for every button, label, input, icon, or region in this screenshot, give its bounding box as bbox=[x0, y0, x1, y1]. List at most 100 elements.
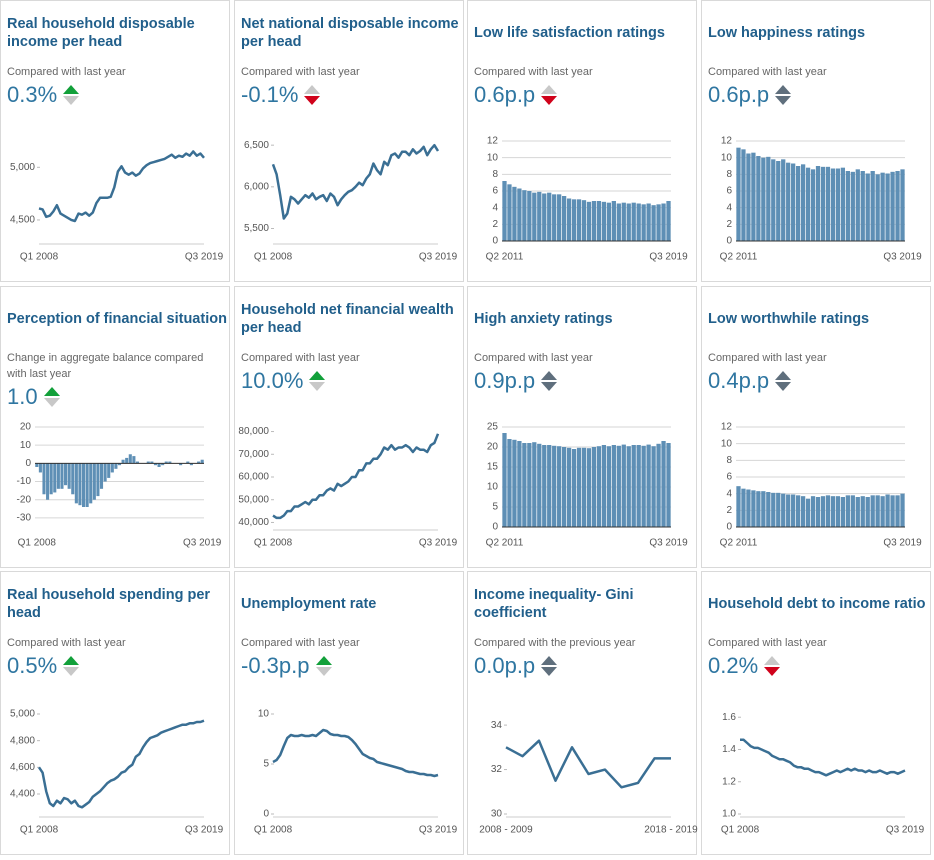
bar bbox=[35, 463, 39, 467]
bar bbox=[776, 161, 781, 241]
change-arrows bbox=[541, 85, 558, 105]
chart: 30 32 34 2008 - 2009 2018 - 2019 bbox=[479, 720, 698, 836]
card-subtitle: Compared with last year bbox=[708, 66, 827, 78]
bar bbox=[591, 201, 597, 241]
bar bbox=[146, 461, 150, 464]
bar bbox=[656, 443, 661, 527]
x-tick-label: Q3 2019 bbox=[419, 825, 458, 836]
line bbox=[505, 739, 671, 789]
y-tick-label: 4,600 bbox=[10, 762, 35, 773]
bar bbox=[661, 203, 666, 241]
y-tick-label: 0 bbox=[25, 458, 31, 469]
bar bbox=[89, 463, 93, 504]
y-tick-label: 10 bbox=[721, 438, 733, 449]
arrow-down bbox=[764, 667, 781, 676]
bar bbox=[502, 181, 507, 241]
card-title: Net national disposable income per head bbox=[241, 16, 459, 50]
card-subtitle: Compared with last year bbox=[241, 66, 360, 78]
bar bbox=[890, 171, 895, 241]
bar bbox=[900, 169, 905, 241]
bar bbox=[547, 192, 552, 241]
bar bbox=[855, 169, 860, 241]
bar bbox=[507, 439, 512, 527]
bar bbox=[161, 463, 165, 466]
y-tick-label: 5,000 bbox=[10, 162, 35, 173]
bar bbox=[64, 463, 68, 486]
indicator-card: Low life satisfaction ratings Compared wi… bbox=[467, 0, 697, 282]
arrow-up bbox=[541, 85, 558, 94]
x-tick-label: Q1 2008 bbox=[18, 538, 57, 549]
x-tick-label: Q3 2019 bbox=[649, 252, 688, 263]
bar bbox=[566, 198, 572, 241]
bar bbox=[895, 495, 900, 527]
bar bbox=[626, 203, 631, 241]
change-arrows bbox=[764, 656, 781, 676]
change-arrows bbox=[304, 85, 321, 105]
bar bbox=[601, 445, 607, 527]
bar bbox=[586, 201, 592, 241]
bar bbox=[611, 201, 616, 241]
indicator-card: High anxiety ratings Compared with last y… bbox=[467, 286, 697, 568]
bar bbox=[855, 497, 860, 527]
card-subtitle: Compared with last year bbox=[708, 352, 827, 364]
arrow-down bbox=[63, 96, 80, 105]
bar bbox=[621, 202, 626, 241]
card-subtitle: Compared with last year bbox=[241, 352, 360, 364]
y-tick-label: 32 bbox=[491, 764, 503, 775]
bar bbox=[825, 166, 831, 241]
bar bbox=[512, 186, 517, 241]
bar bbox=[566, 447, 572, 527]
bar bbox=[820, 166, 826, 241]
bar bbox=[756, 491, 761, 527]
headline-value: 0.4p.p bbox=[708, 368, 770, 393]
indicator-card: Net national disposable income per head C… bbox=[234, 0, 464, 282]
bar bbox=[60, 463, 64, 489]
card-subtitle: Compared with last year bbox=[474, 352, 593, 364]
y-tick-label: 5 bbox=[263, 759, 269, 770]
value-row: 0.6p.p bbox=[708, 81, 924, 109]
card-body: Compared with last year 0.2% bbox=[708, 635, 924, 680]
y-tick-label: 12 bbox=[721, 136, 733, 147]
arrow-up bbox=[541, 656, 558, 665]
value-row: 0.6p.p bbox=[474, 81, 690, 109]
bar bbox=[606, 446, 612, 527]
arrow-down bbox=[775, 382, 792, 391]
bar bbox=[835, 496, 841, 527]
card-body: Compared with last year -0.3p.p bbox=[241, 635, 457, 680]
bar bbox=[641, 445, 646, 527]
y-tick-label: 1.0 bbox=[722, 809, 736, 820]
card-body: Compared with last year 0.4p.p bbox=[708, 350, 924, 395]
bar bbox=[805, 498, 811, 527]
y-tick-label: 20 bbox=[20, 422, 32, 433]
bar bbox=[557, 194, 562, 241]
bar bbox=[741, 488, 746, 527]
card-title: Household debt to income ratio bbox=[708, 596, 926, 612]
bar bbox=[552, 445, 557, 527]
indicator-card: Low worthwhile ratings Compared with last… bbox=[701, 286, 931, 568]
arrow-down bbox=[775, 96, 792, 105]
bar bbox=[103, 463, 107, 482]
bar bbox=[110, 463, 114, 473]
bar bbox=[596, 201, 602, 241]
arrow-up bbox=[315, 656, 332, 665]
x-tick-label: Q1 2008 bbox=[254, 252, 293, 263]
bar bbox=[512, 439, 517, 527]
y-tick-label: 12 bbox=[487, 136, 499, 147]
y-tick-label: 0 bbox=[492, 236, 498, 247]
arrow-down bbox=[304, 96, 321, 105]
indicator-card: Household net financial wealth per head C… bbox=[234, 286, 464, 568]
indicator-card: Household debt to income ratio Compared w… bbox=[701, 571, 931, 855]
bar bbox=[537, 191, 542, 241]
card-body: Compared with last year 0.6p.p bbox=[474, 64, 690, 109]
arrow-up bbox=[304, 85, 321, 94]
y-tick-label: 10 bbox=[487, 152, 499, 163]
bar bbox=[114, 463, 118, 469]
bar bbox=[135, 461, 140, 464]
card-subtitle: Compared with last year bbox=[241, 637, 360, 649]
bar bbox=[795, 166, 801, 241]
y-tick-label: -30 bbox=[17, 513, 32, 524]
headline-value: -0.1% bbox=[241, 82, 299, 107]
x-tick-label: Q3 2019 bbox=[886, 825, 925, 836]
bar bbox=[78, 463, 82, 506]
bar bbox=[591, 447, 597, 527]
